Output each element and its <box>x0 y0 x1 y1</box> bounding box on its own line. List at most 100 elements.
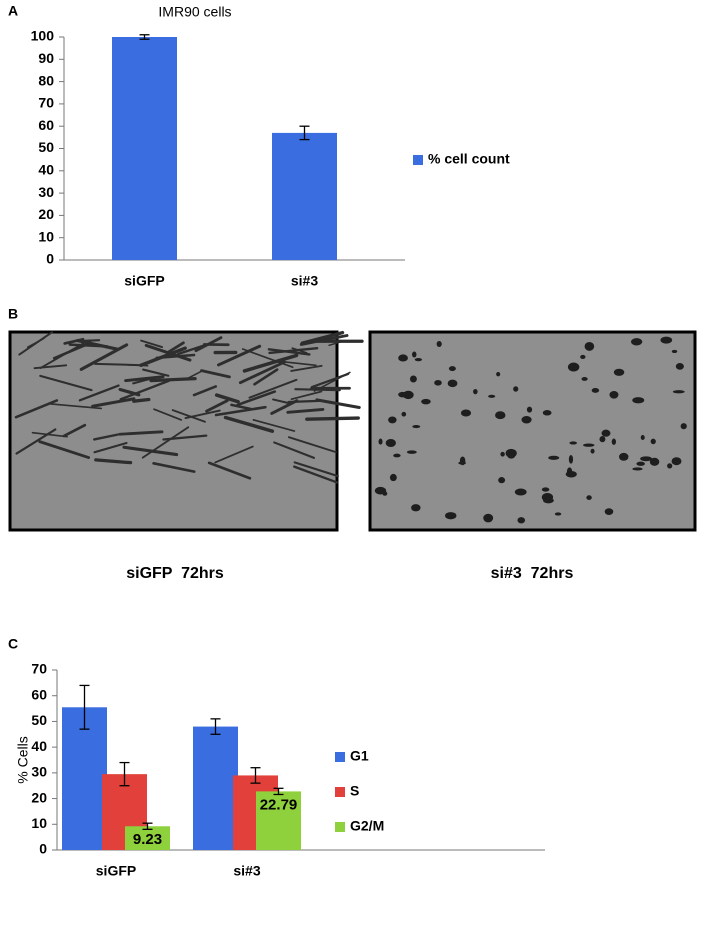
cell <box>496 372 500 376</box>
cell <box>569 441 577 444</box>
panel-letter: B <box>8 306 18 322</box>
cell <box>555 512 561 515</box>
cell <box>580 355 585 359</box>
cell <box>411 504 420 511</box>
legend-label: % cell count <box>428 151 510 167</box>
cell <box>632 397 644 403</box>
legend-swatch <box>413 155 423 165</box>
cell <box>379 439 383 445</box>
cell <box>581 377 587 381</box>
y-tick-label: 70 <box>31 661 47 677</box>
cell <box>488 395 495 398</box>
cell <box>289 401 322 402</box>
y-tick-label: 10 <box>31 815 47 831</box>
cell <box>449 366 456 371</box>
x-tick-label: siGFP <box>124 273 164 289</box>
cell <box>673 390 685 393</box>
cell <box>614 369 624 376</box>
cell <box>585 342 595 351</box>
y-tick-label: 0 <box>39 841 47 857</box>
cell <box>421 399 431 405</box>
caption: si#3 72hrs <box>491 565 574 582</box>
bar <box>272 133 337 260</box>
legend-label: G1 <box>350 748 369 764</box>
y-tick-label: 20 <box>38 206 54 222</box>
legend-swatch <box>335 822 345 832</box>
y-tick-label: 60 <box>31 686 47 702</box>
cell <box>445 512 456 519</box>
cell <box>583 443 595 446</box>
cell <box>612 439 616 445</box>
cell <box>386 439 396 447</box>
cell <box>591 449 595 454</box>
cell <box>407 450 417 454</box>
cell <box>567 467 572 475</box>
bar <box>112 37 177 260</box>
legend-swatch <box>335 752 345 762</box>
cell <box>632 467 642 470</box>
cell <box>410 376 417 383</box>
cell <box>390 474 397 481</box>
panel-letter: C <box>8 636 18 652</box>
cell <box>434 380 442 386</box>
cell <box>592 388 599 393</box>
cell <box>401 412 406 417</box>
cell <box>542 493 553 502</box>
cell <box>599 436 605 442</box>
cell <box>513 386 518 391</box>
cell <box>500 452 504 457</box>
cell <box>398 354 408 361</box>
cell <box>676 363 684 370</box>
cell <box>134 400 149 402</box>
value-label: 22.79 <box>260 796 298 813</box>
y-axis-label: % Cells <box>15 736 31 783</box>
y-tick-label: 40 <box>38 162 54 178</box>
legend-label: G2/M <box>350 818 384 834</box>
x-tick-label: si#3 <box>233 863 260 879</box>
cell <box>667 463 672 468</box>
cell <box>388 417 397 424</box>
cell <box>542 487 549 491</box>
cell <box>473 389 478 394</box>
cell <box>483 514 493 523</box>
cell <box>641 435 645 440</box>
y-tick-label: 90 <box>38 50 54 66</box>
chart-title: IMR90 cells <box>158 4 231 20</box>
value-label: 9.23 <box>133 831 162 848</box>
cell <box>460 456 465 465</box>
cell <box>631 338 642 345</box>
caption: siGFP 72hrs <box>126 565 224 582</box>
y-tick-label: 70 <box>38 95 54 111</box>
cell <box>586 495 591 500</box>
cell <box>527 407 532 413</box>
cell <box>398 392 407 398</box>
cell <box>128 365 148 366</box>
cell <box>517 517 525 523</box>
cell <box>437 341 442 347</box>
y-tick-label: 30 <box>38 184 54 200</box>
cell <box>650 458 659 466</box>
cell <box>307 418 358 419</box>
cell <box>672 457 682 465</box>
x-tick-label: siGFP <box>96 863 136 879</box>
cell <box>515 489 527 496</box>
y-tick-label: 80 <box>38 72 54 88</box>
legend-swatch <box>335 787 345 797</box>
cell <box>672 350 677 353</box>
cell <box>461 409 471 416</box>
cell <box>415 358 422 361</box>
y-tick-label: 100 <box>31 28 55 44</box>
y-tick-label: 30 <box>31 764 47 780</box>
cell <box>602 430 611 437</box>
panel-letter: A <box>8 3 18 19</box>
cell <box>569 455 573 464</box>
y-tick-label: 20 <box>31 789 47 805</box>
cell <box>448 380 458 388</box>
y-tick-label: 40 <box>31 738 47 754</box>
cell <box>393 454 400 458</box>
cell <box>375 487 386 495</box>
cell <box>609 391 618 399</box>
y-tick-label: 50 <box>31 712 47 728</box>
cell <box>543 410 552 415</box>
